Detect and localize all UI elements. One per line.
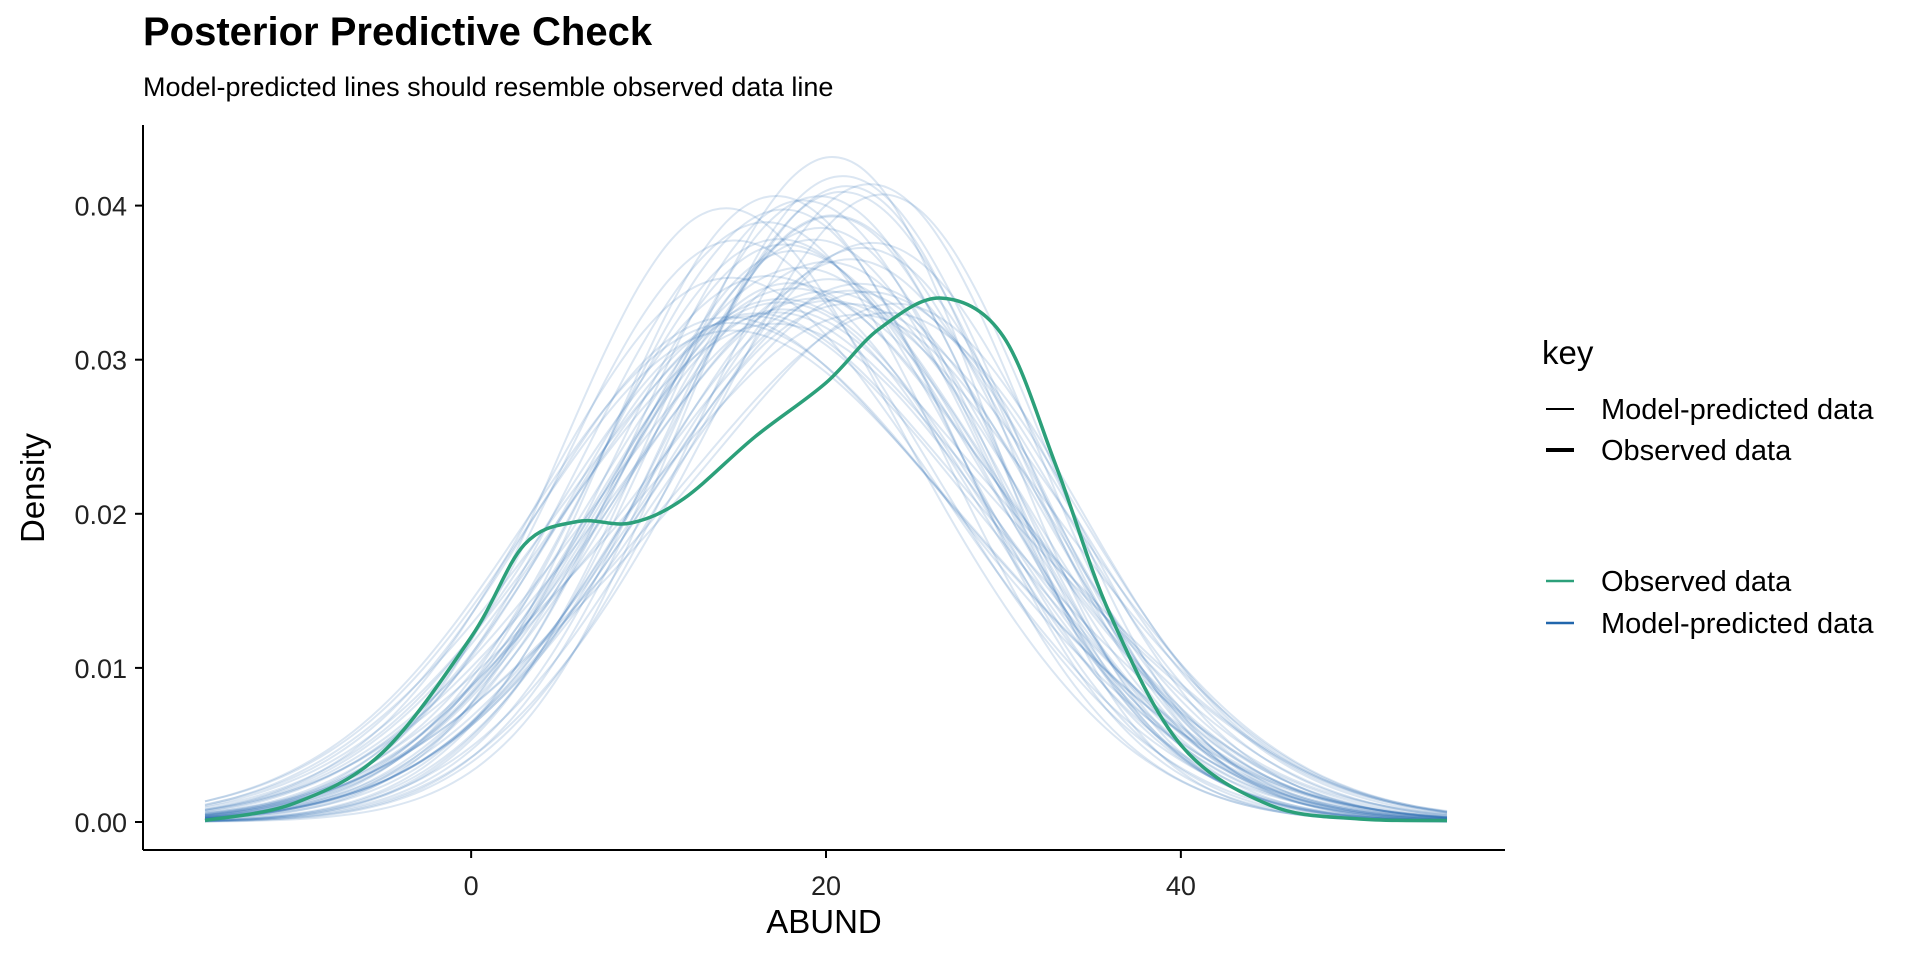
predicted-density-line: [204, 302, 1448, 819]
predicted-density-line: [204, 322, 1448, 819]
predicted-density-line: [204, 190, 1448, 823]
legend: key Model-predicted data Observed data O…: [1542, 334, 1874, 640]
predicted-density-line: [204, 299, 1448, 819]
predicted-density-line: [204, 282, 1448, 820]
legend-color-label-0: Observed data: [1601, 566, 1792, 598]
legend-linetype-label-0: Model-predicted data: [1601, 394, 1874, 426]
predicted-density-line: [204, 246, 1448, 820]
x-axis-title: ABUND: [766, 903, 882, 940]
x-ticks-group: 0 20 40: [464, 850, 1196, 901]
predicted-density-line: [204, 226, 1448, 822]
predicted-density-line: [204, 258, 1448, 820]
predicted-density-line: [204, 194, 1448, 823]
predicted-density-line: [204, 302, 1448, 817]
predicted-density-line: [204, 313, 1448, 816]
y-axis-title: Density: [14, 432, 51, 543]
predicted-density-line: [204, 207, 1448, 823]
predicted-density-line: [204, 287, 1448, 819]
predicted-density-line: [204, 311, 1448, 817]
predicted-density-line: [204, 289, 1448, 818]
predicted-density-line: [204, 266, 1448, 821]
predicted-density-line: [204, 193, 1448, 823]
y-tick-label: 0.00: [74, 808, 127, 838]
x-tick-label: 0: [464, 871, 479, 901]
x-tick-label: 40: [1166, 871, 1196, 901]
predicted-density-line: [204, 195, 1448, 822]
y-tick-label: 0.02: [74, 500, 127, 530]
legend-title: key: [1542, 334, 1594, 371]
predicted-density-line: [204, 321, 1448, 820]
x-tick-label: 20: [811, 871, 841, 901]
predicted-density-line: [204, 298, 1448, 820]
predicted-density-line: [204, 243, 1448, 821]
legend-linetype-label-1: Observed data: [1601, 435, 1792, 467]
predicted-density-line: [204, 208, 1448, 823]
y-tick-label: 0.04: [74, 192, 127, 222]
predicted-lines-group: [204, 156, 1448, 823]
predicted-density-line: [204, 221, 1448, 823]
predicted-density-line: [204, 260, 1448, 821]
observed-data-line: [204, 296, 1448, 823]
y-tick-label: 0.03: [74, 346, 127, 376]
predicted-density-line: [204, 282, 1448, 818]
y-tick-label: 0.01: [74, 654, 127, 684]
predicted-density-line: [204, 183, 1448, 823]
predicted-density-line: [204, 301, 1448, 821]
predicted-density-line: [204, 249, 1448, 820]
y-ticks-group: 0.00 0.01 0.02 0.03 0.04: [74, 192, 143, 838]
predicted-density-line: [204, 156, 1448, 823]
predicted-density-line: [204, 308, 1448, 815]
predicted-density-line: [204, 290, 1448, 819]
predicted-density-line: [204, 185, 1448, 823]
chart-subtitle: Model-predicted lines should resemble ob…: [143, 72, 834, 102]
predicted-density-line: [204, 175, 1448, 823]
chart-title: Posterior Predictive Check: [143, 10, 653, 54]
predicted-density-line: [204, 290, 1448, 820]
predicted-density-line: [204, 274, 1448, 821]
predicted-density-line: [204, 315, 1448, 819]
predicted-density-line: [204, 278, 1448, 820]
predicted-density-line: [204, 214, 1448, 822]
predicted-density-line: [204, 329, 1448, 819]
predicted-density-line: [204, 311, 1448, 814]
predicted-density-line: [204, 241, 1448, 822]
predicted-density-line: [204, 316, 1448, 819]
legend-color-label-1: Model-predicted data: [1601, 608, 1874, 640]
